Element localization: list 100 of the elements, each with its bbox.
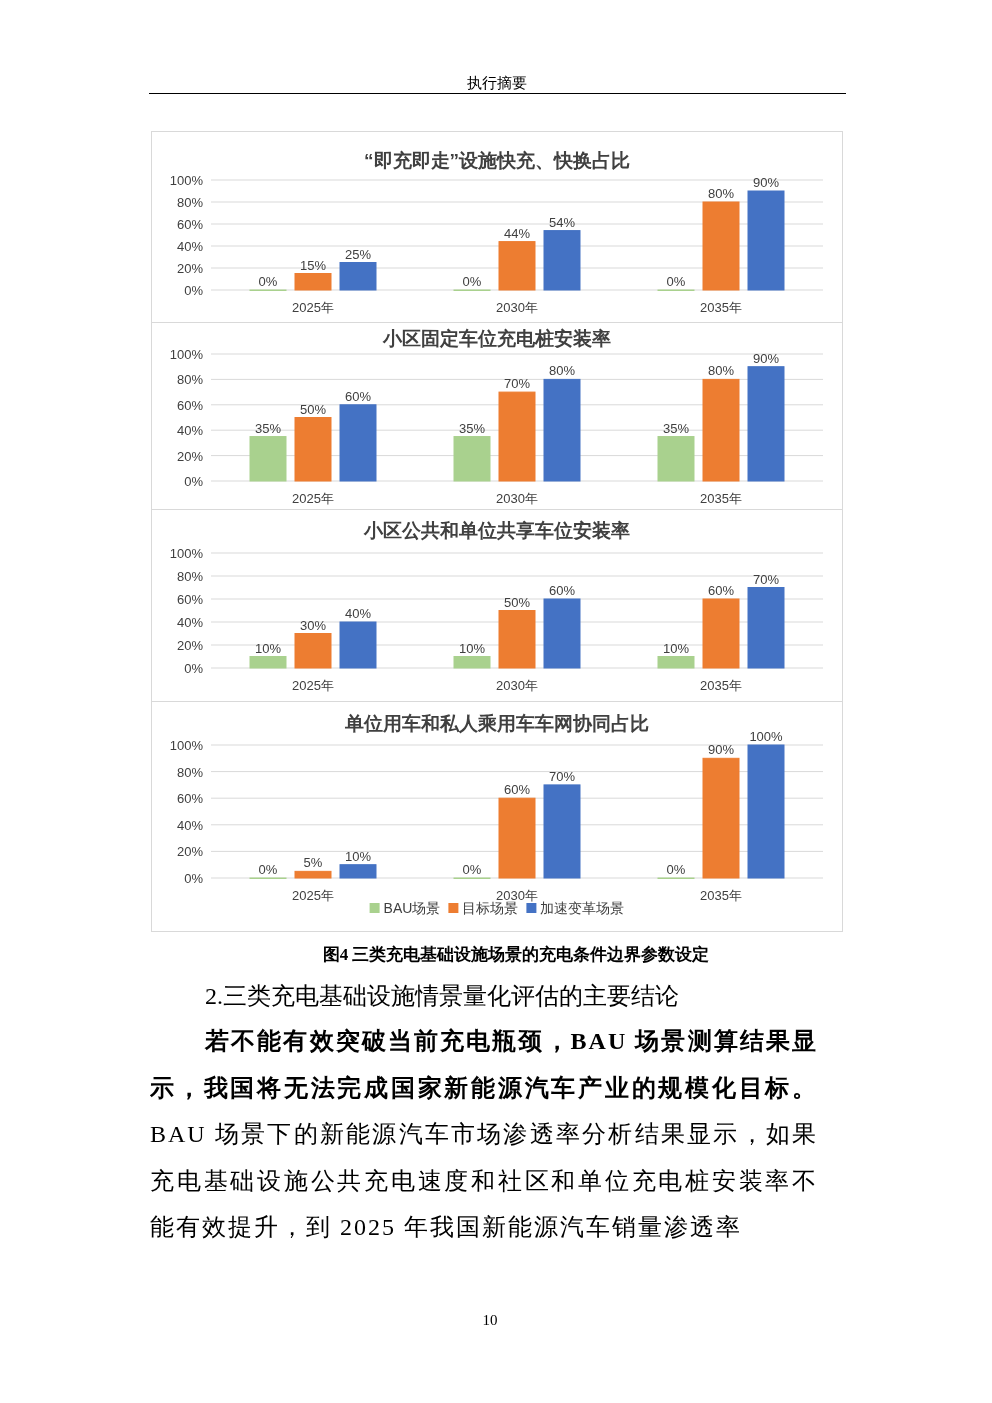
x-tick-label: 2025年 — [292, 300, 334, 315]
text: 执行摘要 — [467, 74, 527, 91]
data-label: 90% — [707, 742, 735, 758]
y-tick-label: 40% — [176, 615, 204, 630]
legend-label: 加速变革场景 — [540, 900, 625, 916]
data-label: 5% — [303, 855, 323, 871]
x-tick-label: 2030年 — [496, 491, 538, 506]
bar — [543, 230, 581, 291]
bar — [747, 190, 785, 291]
data-label: 50% — [299, 401, 327, 417]
x-tick-label: 2025年 — [292, 491, 334, 506]
y-tick-label: 40% — [176, 239, 204, 254]
data-label: 30% — [299, 617, 327, 633]
text: 10 — [482, 1312, 498, 1328]
x-tick-label: 2035年 — [700, 300, 742, 315]
y-tick-label: 80% — [176, 372, 204, 388]
data-label: 90% — [752, 350, 780, 366]
x-tick-label: 2035年 — [700, 678, 742, 693]
y-tick-label: 20% — [176, 448, 204, 464]
bar — [339, 404, 377, 482]
bar — [339, 621, 377, 669]
data-label: 0% — [666, 862, 686, 877]
legend-label: BAU场景 — [383, 900, 441, 916]
bar — [453, 656, 491, 669]
bar — [294, 273, 332, 291]
data-label: 0% — [462, 274, 482, 289]
data-label: 40% — [344, 606, 372, 621]
bar — [294, 870, 332, 879]
bar — [543, 378, 581, 482]
data-label: 90% — [752, 175, 780, 190]
y-tick-label: 20% — [176, 844, 204, 860]
x-tick-label: 2030年 — [496, 678, 538, 693]
bar — [453, 436, 491, 482]
x-tick-label: 2030年 — [496, 300, 538, 315]
data-label: 35% — [254, 420, 282, 436]
y-tick-label: 100% — [169, 347, 204, 362]
x-tick-label: 2025年 — [292, 678, 334, 693]
bar — [702, 757, 740, 879]
text: 若不能有效突破当前充电瓶颈，BAU 场景测算结果显示，我国将无法完成国家新能源汽车产业的规模化目标。 — [150, 1028, 818, 1101]
bar — [702, 378, 740, 482]
data-label: 80% — [707, 363, 735, 379]
bar — [249, 656, 287, 669]
bar — [702, 598, 740, 669]
data-label: 60% — [503, 782, 531, 798]
y-tick-label: 0% — [184, 661, 204, 676]
y-tick-label: 100% — [169, 173, 204, 188]
y-tick-label: 20% — [176, 261, 204, 276]
data-label: 35% — [458, 420, 486, 436]
x-tick-label: 2035年 — [700, 888, 742, 903]
bar — [249, 436, 287, 482]
bar — [498, 241, 536, 291]
bar — [702, 201, 740, 291]
bar — [498, 797, 536, 879]
x-tick-label: 2025年 — [292, 888, 334, 903]
data-label: 10% — [458, 640, 486, 656]
bar — [498, 610, 536, 669]
bar — [657, 656, 695, 669]
bar — [339, 262, 377, 291]
y-tick-label: 60% — [176, 397, 204, 413]
bar — [747, 587, 785, 669]
bar — [747, 744, 785, 879]
bar — [339, 864, 377, 879]
y-tick-label: 0% — [184, 283, 204, 298]
data-label: 100% — [749, 729, 784, 744]
y-tick-label: 0% — [184, 871, 204, 886]
chart-title: “即充即走”设施快充、快换占比 — [364, 150, 630, 171]
bar — [747, 366, 785, 482]
y-tick-label: 0% — [184, 474, 204, 489]
data-label: 15% — [299, 257, 327, 273]
chart-title: 单位用车和私人乘用车车网协同占比 — [344, 713, 649, 734]
data-label: 80% — [707, 186, 735, 201]
y-tick-label: 40% — [176, 423, 204, 439]
bar — [657, 436, 695, 482]
chart-title: 小区公共和单位共享车位安装率 — [363, 520, 630, 541]
data-label: 70% — [548, 768, 576, 784]
data-label: 10% — [344, 848, 372, 864]
data-label: 50% — [503, 594, 531, 610]
data-label: 10% — [254, 640, 282, 656]
data-label: 25% — [344, 246, 372, 262]
y-tick-label: 80% — [176, 569, 204, 584]
data-label: 44% — [503, 225, 531, 241]
data-label: 0% — [462, 862, 482, 877]
y-tick-label: 100% — [169, 738, 204, 753]
y-tick-label: 60% — [176, 217, 204, 232]
y-tick-label: 60% — [176, 791, 204, 807]
x-tick-label: 2035年 — [700, 491, 742, 506]
y-tick-label: 80% — [176, 764, 204, 780]
data-label: 60% — [548, 583, 576, 598]
data-label: 0% — [666, 274, 686, 289]
data-label: 0% — [258, 274, 278, 289]
bar — [543, 598, 581, 669]
bar — [543, 784, 581, 879]
data-label: 0% — [258, 862, 278, 877]
data-label: 35% — [662, 420, 690, 436]
data-label: 70% — [503, 376, 531, 392]
data-label: 80% — [548, 363, 576, 379]
text: BAU 场景下的新能源汽车市场渗透率分析结果显示，如果充电基础设施公共充电速度和社区和单位充电桩安装率不能有效提升，到 2025 年我国新能源汽车销量渗透率 — [150, 1121, 818, 1241]
y-tick-label: 100% — [169, 546, 204, 561]
y-tick-label: 40% — [176, 817, 204, 833]
chart-title: 小区固定车位充电桩安装率 — [382, 328, 611, 349]
